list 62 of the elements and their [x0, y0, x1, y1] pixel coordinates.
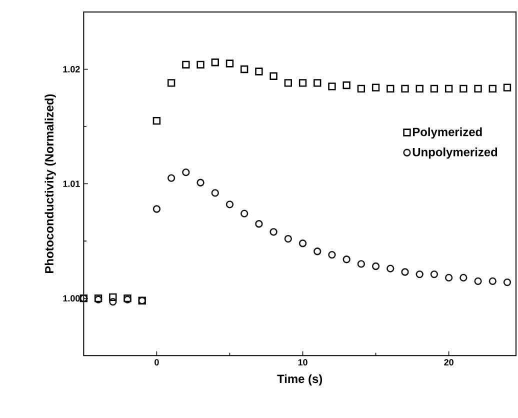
point [182, 60, 190, 68]
point [386, 84, 394, 92]
point [211, 58, 219, 66]
point [284, 234, 292, 242]
y-axis-title: Photoconductivity (Normalized) [44, 94, 56, 273]
y-tick-label: 1.00 [63, 294, 80, 302]
point [314, 78, 322, 87]
point [298, 239, 307, 248]
y-tick-label: 1.01 [63, 180, 80, 187]
point [444, 274, 453, 282]
x-axis-title: Time (s) [277, 374, 322, 386]
point [152, 116, 161, 124]
point [342, 81, 350, 89]
x-tick-label: 0 [154, 358, 159, 366]
point [503, 84, 512, 92]
point [444, 84, 453, 92]
point [430, 84, 438, 92]
point [109, 298, 117, 306]
point [226, 200, 234, 208]
point [401, 268, 409, 276]
point [328, 250, 336, 258]
point [255, 67, 263, 76]
point [298, 78, 307, 87]
point [357, 84, 366, 92]
point [196, 178, 204, 186]
legend-label: Unpolymerized [412, 147, 498, 158]
point [488, 84, 496, 92]
point [386, 264, 394, 272]
point [167, 174, 176, 182]
x-tick-label: 20 [444, 358, 454, 366]
x-tick-label: 10 [298, 358, 308, 366]
point [401, 84, 409, 92]
legend-label: Polymerized [412, 127, 482, 138]
point [240, 65, 248, 73]
point [488, 277, 496, 285]
point [357, 260, 366, 268]
point [342, 255, 350, 264]
point [474, 277, 482, 285]
point [109, 293, 117, 301]
point [416, 270, 424, 278]
point [240, 210, 248, 218]
point [416, 84, 424, 92]
point [314, 247, 322, 256]
point [196, 60, 204, 68]
point [152, 204, 161, 213]
point [372, 84, 380, 92]
point [460, 84, 468, 92]
point [270, 228, 278, 236]
point [182, 168, 190, 176]
point [328, 82, 336, 90]
point [270, 72, 278, 80]
point [167, 78, 176, 87]
point [284, 78, 292, 87]
point [474, 84, 482, 92]
point [211, 188, 219, 197]
point [430, 270, 438, 278]
point [255, 220, 263, 228]
point [503, 278, 512, 286]
point [460, 274, 468, 282]
point [372, 262, 380, 270]
point [226, 59, 234, 68]
y-tick-label: 1.02 [63, 66, 80, 72]
